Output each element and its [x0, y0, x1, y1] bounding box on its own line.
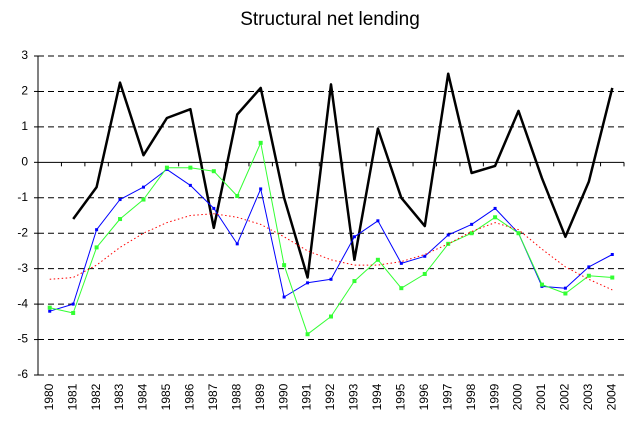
marker: [211, 169, 216, 174]
marker: [212, 206, 216, 210]
x-tick-label: 1995: [393, 383, 407, 410]
x-tick-label: 1983: [112, 383, 126, 410]
marker: [329, 314, 333, 319]
x-tick-label: 1994: [370, 383, 384, 410]
y-tick-label: -2: [17, 225, 28, 239]
y-tick-label: -4: [17, 296, 28, 310]
marker: [306, 281, 310, 285]
x-tick-label: 1998: [464, 383, 478, 410]
marker: [118, 217, 123, 222]
x-tick-label: 1990: [276, 383, 290, 410]
x-tick-label: 2000: [511, 383, 525, 410]
y-tick-label: -5: [17, 332, 28, 346]
marker: [423, 254, 427, 258]
marker: [329, 277, 333, 281]
marker: [141, 185, 145, 189]
y-tick-label: 3: [21, 48, 28, 62]
marker: [188, 183, 192, 187]
y-tick-label: 2: [21, 84, 28, 98]
x-tick-label: 1996: [417, 383, 431, 410]
marker: [282, 295, 286, 299]
marker: [587, 265, 591, 269]
marker: [118, 198, 122, 202]
marker: [141, 197, 146, 202]
marker: [95, 228, 99, 232]
marker: [352, 235, 356, 239]
marker: [71, 310, 76, 315]
marker: [539, 282, 544, 287]
marker: [164, 165, 169, 170]
series-line: [49, 213, 613, 291]
x-tick-label: 2002: [558, 383, 572, 410]
x-tick-label: 1981: [65, 383, 79, 410]
marker: [493, 206, 497, 210]
marker: [94, 245, 99, 250]
x-tick-label: 2004: [604, 383, 618, 410]
marker: [469, 231, 474, 236]
series-line: [72, 72, 614, 279]
y-tick-label: -6: [17, 367, 28, 381]
x-tick-label: 1988: [229, 383, 243, 410]
x-tick-label: 1989: [253, 383, 267, 410]
x-tick-label: 1993: [347, 383, 361, 410]
marker: [47, 305, 52, 310]
marker: [422, 271, 427, 276]
marker: [258, 140, 263, 145]
marker: [446, 233, 450, 237]
marker: [563, 286, 567, 290]
marker: [399, 261, 403, 265]
x-tick-label: 1985: [159, 383, 173, 410]
y-tick-label: 1: [21, 119, 28, 133]
y-tick-label: -3: [17, 261, 28, 275]
marker: [610, 252, 614, 256]
marker: [563, 291, 568, 296]
marker: [71, 302, 75, 306]
marker: [305, 332, 310, 337]
marker: [282, 263, 287, 268]
x-tick-label: 2001: [534, 383, 548, 410]
marker: [188, 165, 193, 170]
x-tick-label: 1987: [206, 383, 220, 410]
marker: [586, 273, 591, 278]
marker: [493, 215, 498, 220]
x-tick-label: 1997: [440, 383, 454, 410]
chart-title: Structural net lending: [240, 9, 420, 30]
x-tick-label: 1999: [487, 383, 501, 410]
marker: [352, 279, 357, 284]
marker: [48, 309, 52, 313]
y-tick-label: -1: [17, 190, 28, 204]
x-tick-label: 1991: [300, 383, 314, 410]
y-tick-label: 0: [21, 155, 28, 169]
marker: [375, 257, 380, 262]
x-tick-label: 1992: [323, 383, 337, 410]
x-tick-label: 2003: [581, 383, 595, 410]
marker: [399, 286, 404, 291]
marker: [235, 242, 239, 246]
marker: [470, 222, 474, 226]
series-line: [49, 168, 613, 312]
marker: [235, 194, 240, 199]
marker: [376, 219, 380, 223]
x-tick-label: 1986: [183, 383, 197, 410]
x-tick-label: 1980: [42, 383, 56, 410]
marker: [516, 231, 521, 236]
x-tick-label: 1984: [136, 383, 150, 410]
x-tick-label: 1982: [89, 383, 103, 410]
marker: [259, 187, 263, 191]
marker: [610, 275, 615, 280]
